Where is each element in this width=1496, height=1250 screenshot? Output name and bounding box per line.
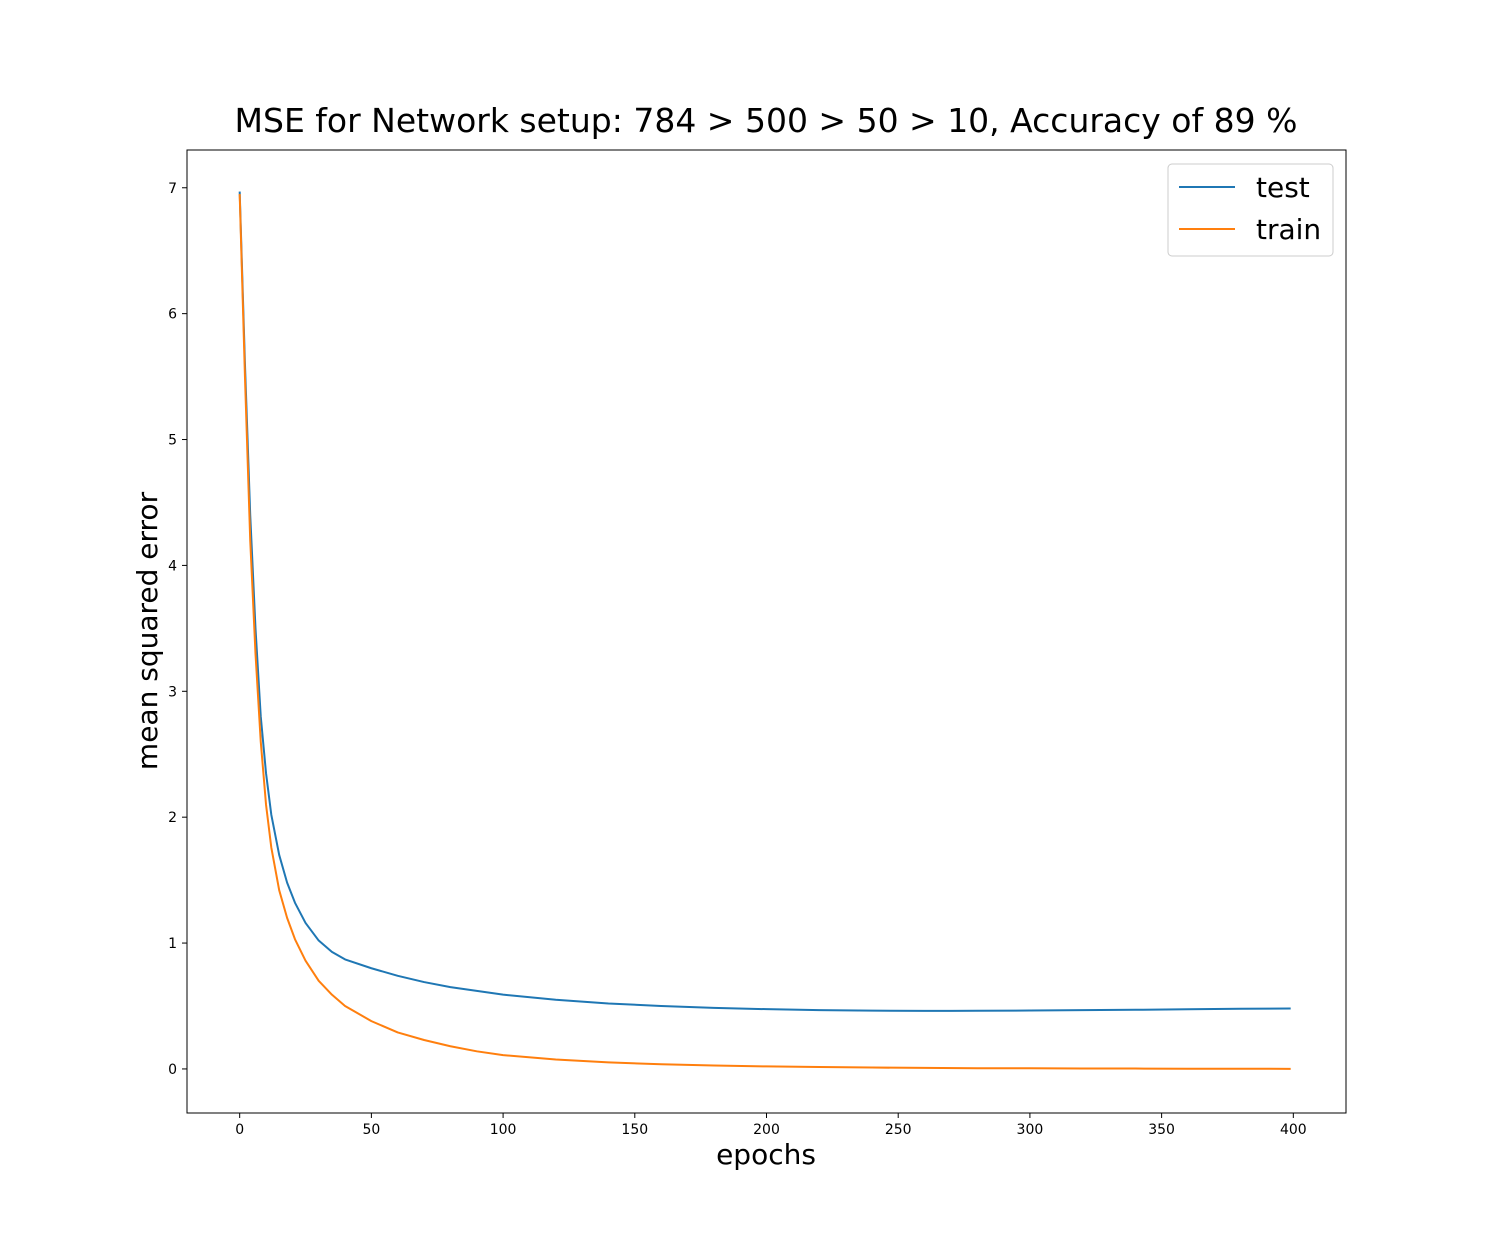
legend-label-test: test: [1256, 171, 1310, 204]
x-tick-label: 300: [1017, 1122, 1044, 1138]
y-tick-label: 6: [168, 307, 177, 323]
series-line-train: [238, 194, 1291, 1070]
legend-label-train: train: [1256, 213, 1321, 246]
x-tick-label: 400: [1280, 1122, 1307, 1138]
y-tick-label: 4: [168, 558, 177, 574]
x-tick-label: 150: [621, 1122, 648, 1138]
series-line-test: [238, 191, 1291, 1012]
x-axis-label: epochs: [716, 1138, 816, 1171]
y-tick-label: 1: [168, 936, 177, 952]
x-axis: 0 50 100 150 200 250 300 350 400: [235, 1113, 1307, 1138]
x-tick-label: 0: [235, 1122, 244, 1138]
plot-area: [238, 191, 1291, 1070]
x-tick-label: 250: [885, 1122, 912, 1138]
x-tick-label: 200: [753, 1122, 780, 1138]
plot-frame: [186, 149, 1347, 1114]
y-tick-label: 7: [168, 181, 177, 197]
y-axis-label: mean squared error: [131, 491, 164, 770]
y-axis: 0 1 2 3 4 5 6 7: [168, 181, 187, 1078]
x-tick-label: 50: [362, 1122, 380, 1138]
y-tick-label: 2: [168, 810, 177, 826]
y-tick-label: 0: [168, 1062, 177, 1078]
x-tick-label: 350: [1148, 1122, 1175, 1138]
legend: test train: [1167, 163, 1334, 257]
y-tick-label: 5: [168, 433, 177, 449]
y-tick-label: 3: [168, 684, 177, 700]
chart-title: MSE for Network setup: 784 > 500 > 50 > …: [235, 101, 1298, 140]
x-tick-label: 100: [490, 1122, 517, 1138]
